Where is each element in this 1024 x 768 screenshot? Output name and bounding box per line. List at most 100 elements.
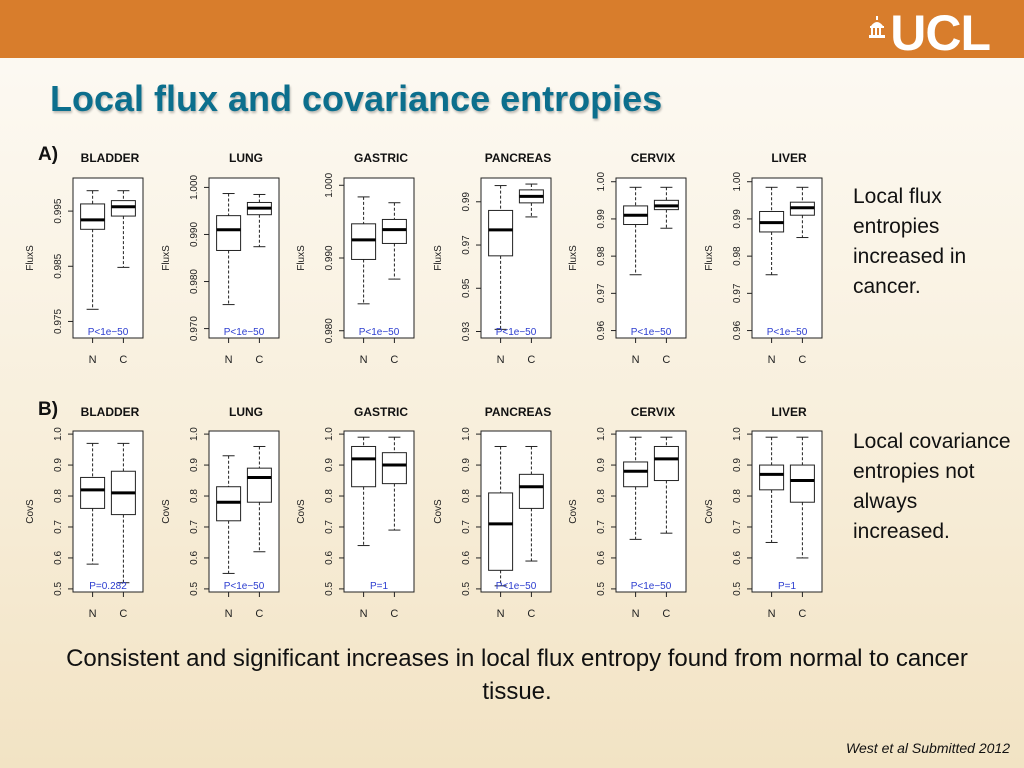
box-iqr [623,461,649,488]
boxplot-lung: LUNG 0.5 0.6 0.7 0.8 0.9 1.0 CovS N C P<1e−50 [161,405,280,620]
box-iqr [381,218,407,244]
y-tick-label: 0.6 [53,551,64,565]
x-tick-label: N [497,608,505,620]
box-iqr [789,464,815,503]
x-tick-label: C [527,608,535,620]
y-tick-label: 0.980 [189,269,200,294]
subplot-title: CERVIX [631,151,675,165]
note-covariance: Local covariance entropies not always in… [853,430,1011,543]
y-tick-label: 0.5 [461,582,472,596]
logo-text: UCL [890,5,991,61]
x-tick-label: C [390,354,398,366]
x-tick-label: N [632,608,640,620]
pvalue-label: P<1e−50 [359,327,400,338]
y-tick-label: 0.9 [461,458,472,472]
y-tick-label: 0.990 [324,245,335,270]
subplot-title: PANCREAS [485,405,551,419]
boxplot-liver: LIVER 0.96 0.97 0.98 0.99 1.00 FluxS N C P<1e−50 [704,151,823,366]
y-tick-label: 1.0 [732,427,743,441]
y-tick-label: 0.7 [189,520,200,534]
x-tick-label: N [360,608,368,620]
y-axis-label: CovS [296,499,307,524]
x-tick-label: N [497,354,505,366]
y-tick-label: 0.6 [189,551,200,565]
y-tick-label: 1.00 [596,172,607,192]
x-tick-label: N [89,354,97,366]
y-tick-label: 0.97 [596,283,607,303]
plot-frame [480,177,552,339]
subplot-title: LUNG [229,405,263,419]
subplot-title: CERVIX [631,405,675,419]
boxplot-cervix: CERVIX 0.5 0.6 0.7 0.8 0.9 1.0 CovS N C P<1e−50 [568,405,687,620]
subplot-title: BLADDER [81,151,140,165]
y-tick-label: 0.98 [596,246,607,266]
y-tick-label: 0.8 [732,489,743,503]
x-tick-label: N [360,354,368,366]
box-iqr [518,473,544,509]
y-tick-label: 1.000 [324,172,335,197]
slide-title: Local flux and covariance entropies [50,78,663,119]
y-axis-label: FluxS [568,245,579,271]
citation: West et al Submitted 2012 [846,740,1010,756]
boxplot-cervix: CERVIX 0.96 0.97 0.98 0.99 1.00 FluxS N C P<1e−50 [568,151,687,366]
x-tick-label: N [768,354,776,366]
pvalue-label: P<1e−50 [224,327,265,338]
y-tick-label: 0.7 [732,520,743,534]
boxplot-lung: LUNG 0.970 0.980 0.990 1.000 FluxS N C P<1e−50 [161,151,280,366]
subplot-title: GASTRIC [354,405,408,419]
y-tick-label: 0.5 [324,582,335,596]
y-tick-label: 1.0 [53,427,64,441]
panel-label: A) [38,144,58,165]
pvalue-label: P=0.282 [89,581,127,592]
y-tick-label: 0.990 [189,222,200,247]
boxplot-bladder: BLADDER 0.975 0.985 0.995 FluxS N C P<1e−50 [25,151,144,366]
y-tick-label: 0.9 [324,458,335,472]
pvalue-label: P<1e−50 [496,581,537,592]
y-tick-label: 0.9 [732,458,743,472]
y-tick-label: 0.99 [732,209,743,229]
boxplot-bladder: BLADDER 0.5 0.6 0.7 0.8 0.9 1.0 CovS N C P=0.282 [25,405,144,620]
box-iqr [246,467,272,503]
y-tick-label: 0.9 [596,458,607,472]
y-tick-label: 0.995 [53,198,64,223]
box-iqr [488,492,514,571]
y-tick-label: 0.8 [189,489,200,503]
y-tick-label: 0.8 [53,489,64,503]
y-tick-label: 0.980 [324,318,335,343]
subplot-title: GASTRIC [354,151,408,165]
subplot-title: LUNG [229,151,263,165]
x-tick-label: C [527,354,535,366]
y-tick-label: 0.985 [53,253,64,278]
header-band [0,0,1024,58]
subplot-title: BLADDER [81,405,140,419]
x-tick-label: N [89,608,97,620]
y-tick-label: 0.6 [324,551,335,565]
box-iqr [216,486,242,522]
x-tick-label: C [119,354,127,366]
y-tick-label: 0.8 [461,489,472,503]
y-tick-label: 0.8 [324,489,335,503]
x-tick-label: C [662,608,670,620]
y-tick-label: 0.7 [461,520,472,534]
y-tick-label: 0.6 [596,551,607,565]
y-tick-label: 1.0 [324,427,335,441]
box-iqr [351,223,377,260]
box-iqr [653,445,679,482]
y-axis-label: FluxS [296,245,307,271]
y-tick-label: 0.5 [732,582,743,596]
x-tick-label: C [255,354,263,366]
y-tick-label: 1.000 [189,174,200,199]
x-tick-label: C [798,608,806,620]
y-tick-label: 0.9 [53,458,64,472]
x-tick-label: N [768,608,776,620]
box-iqr [80,476,106,509]
ucl-logo: UCL [868,5,991,61]
x-tick-label: C [798,354,806,366]
box-iqr [759,464,785,491]
y-axis-label: CovS [704,499,715,524]
boxplot-liver: LIVER 0.5 0.6 0.7 0.8 0.9 1.0 CovS N C P=1 [704,405,823,620]
boxplot-pancreas: PANCREAS 0.5 0.6 0.7 0.8 0.9 1.0 CovS N C P<1e−50 [433,405,552,620]
y-axis-label: CovS [433,499,444,524]
x-tick-label: C [255,608,263,620]
